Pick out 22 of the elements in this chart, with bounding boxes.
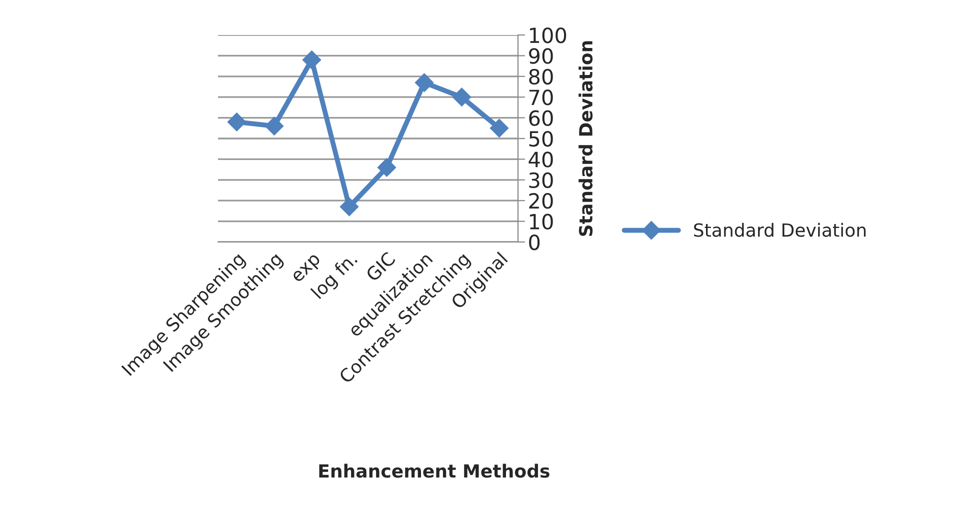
- point: [452, 88, 472, 106]
- point: [377, 158, 396, 177]
- point: [490, 118, 509, 138]
- point: [264, 116, 284, 136]
- y-tick-label: 80: [529, 68, 553, 85]
- legend-label: Standard Deviation: [694, 222, 866, 237]
- y-tick-label: 20: [529, 193, 553, 209]
- point: [302, 50, 322, 70]
- y-tick-label: 100: [530, 27, 566, 44]
- y-tick-label: 40: [528, 152, 553, 168]
- point: [414, 73, 434, 92]
- y-axis-title: Standard Deviation: [578, 41, 593, 236]
- y-tick-label: 70: [529, 90, 553, 106]
- point: [227, 112, 246, 132]
- y-tick-label: 50: [529, 130, 553, 147]
- point: [340, 197, 359, 216]
- y-tick-label: 90: [529, 48, 553, 64]
- x-axis-title: Enhancement Methods: [319, 464, 550, 478]
- y-tick-label: 30: [529, 172, 553, 188]
- y-tick-label: 60: [529, 110, 553, 126]
- y-tick-label: 0: [529, 234, 540, 250]
- y-tick-label: 10: [530, 214, 553, 230]
